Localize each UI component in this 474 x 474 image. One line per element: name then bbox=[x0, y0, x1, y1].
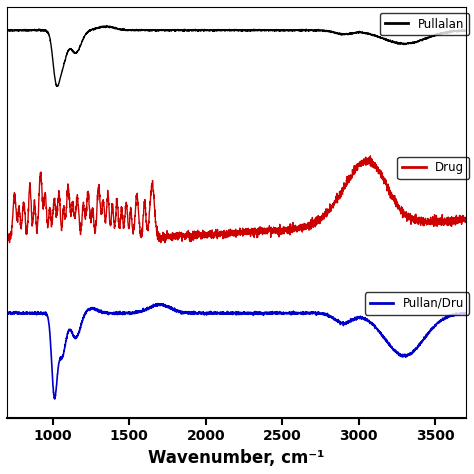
Legend: Pullan/Dru: Pullan/Dru bbox=[365, 292, 469, 315]
X-axis label: Wavenumber, cm⁻¹: Wavenumber, cm⁻¹ bbox=[148, 449, 325, 467]
